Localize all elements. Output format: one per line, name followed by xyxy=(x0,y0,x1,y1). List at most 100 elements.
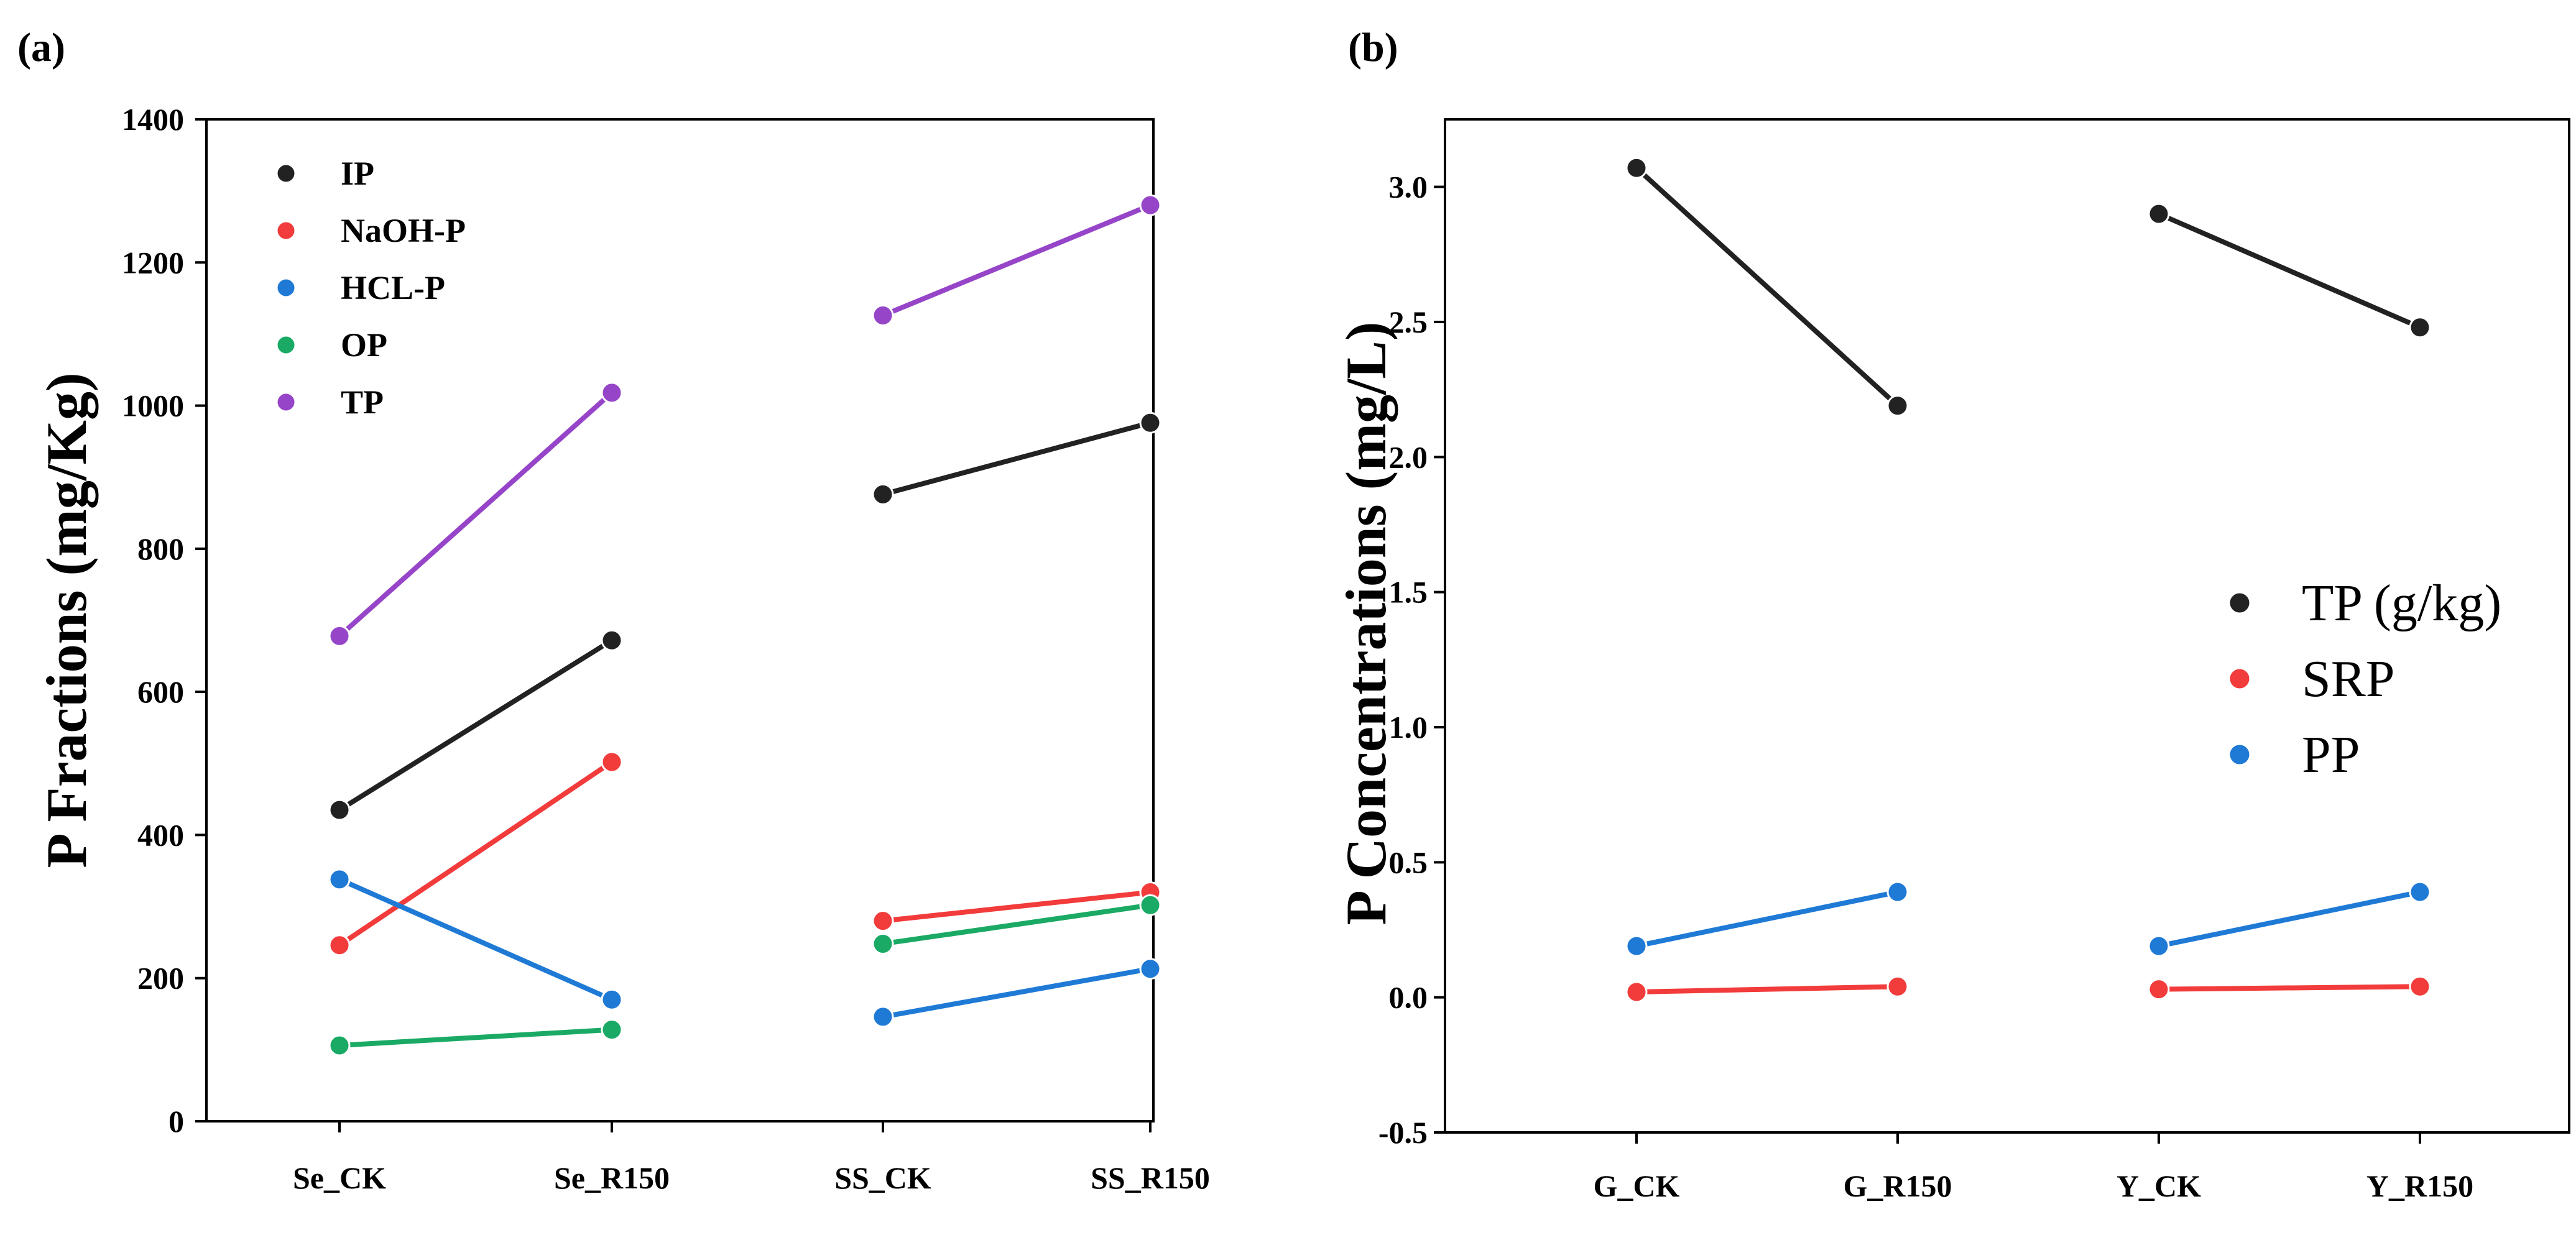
panel-b-chart: (b) P Concentrations (mg/L) -0.5 0.0 0.5 1.… xyxy=(1334,25,2570,1203)
panel-a-data-point-hcl-p xyxy=(1139,958,1161,980)
panel-b-y-tick-label: 3.0 xyxy=(1389,170,1428,204)
panel-b-y-ticks: -0.5 0.0 0.5 1.0 1.5 2.0 2.5 3.0 xyxy=(1378,170,1445,1150)
panel-a-y-tick-label: 800 xyxy=(137,531,184,566)
panel-b-series-line-srp xyxy=(1634,984,1900,994)
legend-label-tp: TP xyxy=(341,383,384,421)
panel-a-data-point-ip xyxy=(872,483,894,505)
panel-a-y-tick-label: 600 xyxy=(137,674,184,709)
legend-marker-tp-g-kg xyxy=(2228,591,2251,615)
panel-b-data-point-tp-g-kg xyxy=(2148,203,2170,225)
legend-label-hcl-p: HCL-P xyxy=(341,269,445,306)
panel-a-data-point-tp xyxy=(328,625,351,647)
legend-label-op: OP xyxy=(341,326,387,364)
panel-b-y-tick-label: 0.0 xyxy=(1389,980,1428,1015)
panel-a-series-line-hcl-p xyxy=(337,876,614,1003)
panel-b-series-line-pp xyxy=(2156,889,2422,949)
legend-label-ip: IP xyxy=(341,155,374,192)
panel-b-data-point-pp xyxy=(2148,935,2170,957)
panel-b-series xyxy=(1625,157,2431,1003)
legend-marker-tp xyxy=(275,392,297,413)
panel-a-legend: IP NaOH-P HCL-P OP TP xyxy=(275,155,466,421)
panel-b-data-point-tp-g-kg xyxy=(2409,316,2431,339)
panel-b-y-tick-label: 0.5 xyxy=(1389,845,1428,879)
panel-b-y-tick-label: 1.5 xyxy=(1389,575,1428,610)
panel-b-data-point-srp xyxy=(2148,978,2170,1001)
panel-b-legend: TP (g/kg) SRP PP xyxy=(2228,574,2501,784)
panel-a-series-line-hcl-p xyxy=(880,966,1153,1019)
panel-b-x-tick-label: Y_CK xyxy=(2117,1168,2201,1203)
panel-a-label: (a) xyxy=(17,25,65,70)
panel-b-y-tick-label: 1.0 xyxy=(1389,710,1428,745)
legend-label-tp-g-kg: TP (g/kg) xyxy=(2302,574,2501,632)
panel-a-x-ticks: Se_CK Se_R150 SS_CK SS_R150 xyxy=(293,1121,1210,1195)
panel-a-data-point-hcl-p xyxy=(872,1006,894,1028)
panel-b-data-point-tp-g-kg xyxy=(1625,157,1648,179)
panel-b-data-point-pp xyxy=(1886,881,1909,903)
panel-b-series-line-srp xyxy=(2156,984,2422,992)
panel-b-y-axis-title: P Concentrations (mg/L) xyxy=(1334,321,1398,925)
panel-b-plot-frame xyxy=(1444,118,2570,1134)
panel-a-series-line-tp xyxy=(337,390,614,639)
panel-a-data-point-hcl-p xyxy=(328,868,351,891)
panel-a-data-point-tp xyxy=(872,304,894,326)
panel-a-series-line-op xyxy=(880,902,1153,947)
panel-b-data-point-pp xyxy=(1625,935,1648,957)
panel-a-y-tick-label: 1400 xyxy=(122,102,184,137)
panel-a-series-line-ip xyxy=(337,638,614,813)
panel-a-series-line-op xyxy=(337,1027,614,1048)
panel-a-y-tick-label: 1200 xyxy=(122,245,184,280)
panel-a-y-tick-label: 0 xyxy=(169,1104,184,1139)
panel-b-series-line-pp xyxy=(1634,889,1900,949)
panel-a-x-tick-label: SS_R150 xyxy=(1091,1160,1210,1195)
panel-a-data-point-naoh-p xyxy=(872,910,894,932)
legend-marker-op xyxy=(275,334,297,356)
panel-a-data-point-tp xyxy=(1139,194,1161,216)
panel-a-x-tick-label: Se_R150 xyxy=(554,1160,670,1195)
legend-marker-pp xyxy=(2228,743,2251,766)
panel-a-data-point-op xyxy=(1139,894,1161,916)
panel-a-data-point-op xyxy=(328,1034,351,1057)
panel-a-series-line-naoh-p xyxy=(337,759,614,948)
panel-a-x-tick-label: Se_CK xyxy=(293,1160,386,1195)
panel-b-x-tick-label: Y_R150 xyxy=(2366,1168,2473,1203)
panel-a-data-point-op xyxy=(872,932,894,955)
legend-label-pp: PP xyxy=(2302,726,2360,784)
panel-a-series xyxy=(328,194,1161,1057)
panel-a-chart: (a) P Fractions (mg/Kg) 0 200 400 600 800 100… xyxy=(17,25,1210,1195)
panel-a-data-point-naoh-p xyxy=(601,751,623,773)
legend-label-srp: SRP xyxy=(2302,650,2394,708)
panel-a-data-point-tp xyxy=(601,382,623,404)
panel-a-x-tick-label: SS_CK xyxy=(834,1160,931,1195)
panel-a-data-point-ip xyxy=(328,799,351,821)
panel-a-data-point-hcl-p xyxy=(601,988,623,1011)
panel-b-series-line-tp-g-kg xyxy=(2156,211,2422,330)
panel-a-series-line-tp xyxy=(880,203,1153,318)
panel-b-data-point-srp xyxy=(2409,975,2431,998)
panel-a-data-point-naoh-p xyxy=(328,934,351,957)
panel-a-data-point-ip xyxy=(601,629,623,651)
panel-a-y-tick-label: 1000 xyxy=(122,388,184,423)
panel-b-label: (b) xyxy=(1348,25,1398,70)
panel-b-data-point-pp xyxy=(2409,881,2431,903)
panel-b-y-tick-label: 2.5 xyxy=(1389,305,1428,339)
legend-label-naoh-p: NaOH-P xyxy=(341,212,466,249)
panel-a-y-ticks: 0 200 400 600 800 1000 1200 1400 xyxy=(122,102,206,1139)
panel-a-series-line-ip xyxy=(880,420,1153,497)
panel-b-x-tick-label: G_R150 xyxy=(1844,1168,1952,1203)
panel-a-data-point-op xyxy=(601,1019,623,1041)
legend-marker-hcl-p xyxy=(275,277,297,298)
panel-b-x-ticks: G_CK G_R150 Y_CK Y_R150 xyxy=(1594,1132,2473,1203)
panel-b-y-tick-label: 2.0 xyxy=(1389,439,1428,474)
panel-b-series-line-tp-g-kg xyxy=(1634,165,1900,408)
panel-b-data-point-srp xyxy=(1886,975,1909,998)
panel-a-y-tick-label: 400 xyxy=(137,817,184,852)
panel-b-x-tick-label: G_CK xyxy=(1594,1168,1680,1203)
panel-b-data-point-tp-g-kg xyxy=(1886,395,1909,417)
panel-b-y-tick-label: -0.5 xyxy=(1378,1115,1428,1150)
panel-a-y-axis-title: P Fractions (mg/Kg) xyxy=(35,372,98,868)
legend-marker-srp xyxy=(2228,667,2251,691)
legend-marker-naoh-p xyxy=(275,220,297,241)
panel-a-y-tick-label: 200 xyxy=(137,961,184,996)
